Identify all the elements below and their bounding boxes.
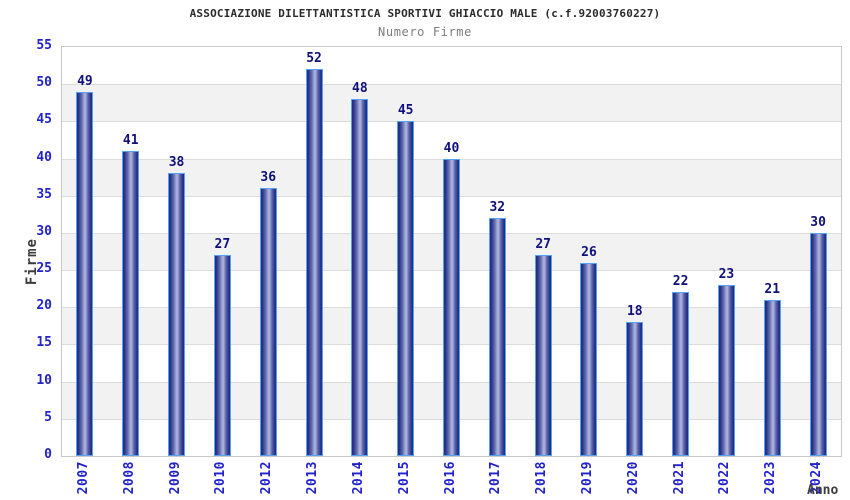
bar-value-label: 18 bbox=[626, 304, 643, 320]
y-tick-label: 20 bbox=[36, 298, 52, 314]
x-tick-label-2023: 2023 bbox=[763, 461, 779, 495]
grid-band bbox=[62, 47, 841, 84]
x-axis-label: Anno bbox=[807, 483, 839, 498]
bar-2019 bbox=[580, 262, 598, 456]
bar-2008 bbox=[122, 151, 140, 456]
bar-2015 bbox=[397, 121, 415, 456]
chart-title: ASSOCIAZIONE DILETTANTISTICA SPORTIVI GH… bbox=[189, 7, 661, 20]
bar-2023 bbox=[763, 299, 781, 456]
y-tick-label: 40 bbox=[36, 149, 52, 165]
bar-2022 bbox=[717, 284, 735, 456]
y-tick-label: 5 bbox=[44, 409, 52, 425]
x-tick-label-2014: 2014 bbox=[350, 461, 366, 495]
bar-2020 bbox=[626, 322, 644, 456]
bar-value-label: 48 bbox=[352, 81, 368, 97]
x-tick-label-2022: 2022 bbox=[717, 461, 733, 495]
bar-2024 bbox=[809, 232, 827, 456]
bar-2017 bbox=[488, 218, 506, 456]
x-tick-label-2021: 2021 bbox=[671, 461, 687, 495]
bar-value-label: 27 bbox=[535, 237, 551, 253]
x-tick-label-2009: 2009 bbox=[167, 461, 183, 495]
bar-value-label: 38 bbox=[168, 155, 185, 171]
y-tick-label: 35 bbox=[36, 186, 52, 202]
x-tick-label-2018: 2018 bbox=[534, 461, 550, 495]
x-tick-label-2010: 2010 bbox=[213, 461, 229, 495]
x-tick-label-2017: 2017 bbox=[488, 461, 504, 495]
plot-area: 49 41 38 27 36 52 48 45 40 32 27 26 18 22 23 21 30 bbox=[61, 46, 842, 457]
bar-value-label: 32 bbox=[489, 200, 506, 216]
y-tick-label: 10 bbox=[36, 372, 52, 388]
bar-value-label: 52 bbox=[306, 51, 322, 67]
y-tick-label: 30 bbox=[36, 223, 52, 239]
bar-value-label: 22 bbox=[672, 274, 689, 290]
y-tick-label: 55 bbox=[36, 38, 52, 53]
x-tick-label-2008: 2008 bbox=[121, 461, 137, 495]
bar-2009 bbox=[168, 173, 186, 456]
y-tick-label: 45 bbox=[36, 112, 52, 128]
x-tick-label-2016: 2016 bbox=[442, 461, 458, 495]
grid-band bbox=[62, 84, 841, 123]
x-tick-label-2012: 2012 bbox=[259, 461, 275, 495]
bar-2018 bbox=[534, 255, 552, 456]
bar-value-label: 45 bbox=[397, 103, 414, 119]
grid-band bbox=[62, 121, 841, 159]
y-tick-label: 0 bbox=[44, 447, 52, 462]
bar-value-label: 36 bbox=[260, 170, 277, 186]
bar-2021 bbox=[672, 292, 690, 456]
bar-value-label: 23 bbox=[718, 266, 735, 282]
y-tick-label: 25 bbox=[36, 261, 52, 277]
bar-2007 bbox=[76, 91, 94, 456]
chart-subtitle: Numero Firme bbox=[378, 25, 472, 39]
bar-2012 bbox=[259, 188, 277, 456]
x-tick-label-2015: 2015 bbox=[396, 461, 412, 495]
bar-value-label: 27 bbox=[214, 237, 231, 253]
bar-value-label: 49 bbox=[77, 73, 93, 89]
y-tick-label: 15 bbox=[36, 335, 52, 351]
y-tick-label: 50 bbox=[36, 75, 52, 91]
bar-value-label: 41 bbox=[122, 133, 139, 149]
x-tick-label-2019: 2019 bbox=[579, 461, 595, 495]
bar-value-label: 40 bbox=[443, 140, 460, 156]
bar-value-label: 26 bbox=[581, 244, 597, 260]
bar-2013 bbox=[305, 69, 323, 456]
bar-2010 bbox=[213, 255, 231, 456]
bar-value-label: 30 bbox=[810, 214, 826, 230]
bar-2014 bbox=[351, 99, 369, 456]
bar-value-label: 21 bbox=[764, 281, 781, 297]
x-tick-label-2013: 2013 bbox=[305, 461, 321, 495]
bar-2016 bbox=[443, 158, 460, 456]
x-tick-label-2020: 2020 bbox=[625, 461, 641, 495]
x-tick-label-2007: 2007 bbox=[75, 461, 91, 495]
